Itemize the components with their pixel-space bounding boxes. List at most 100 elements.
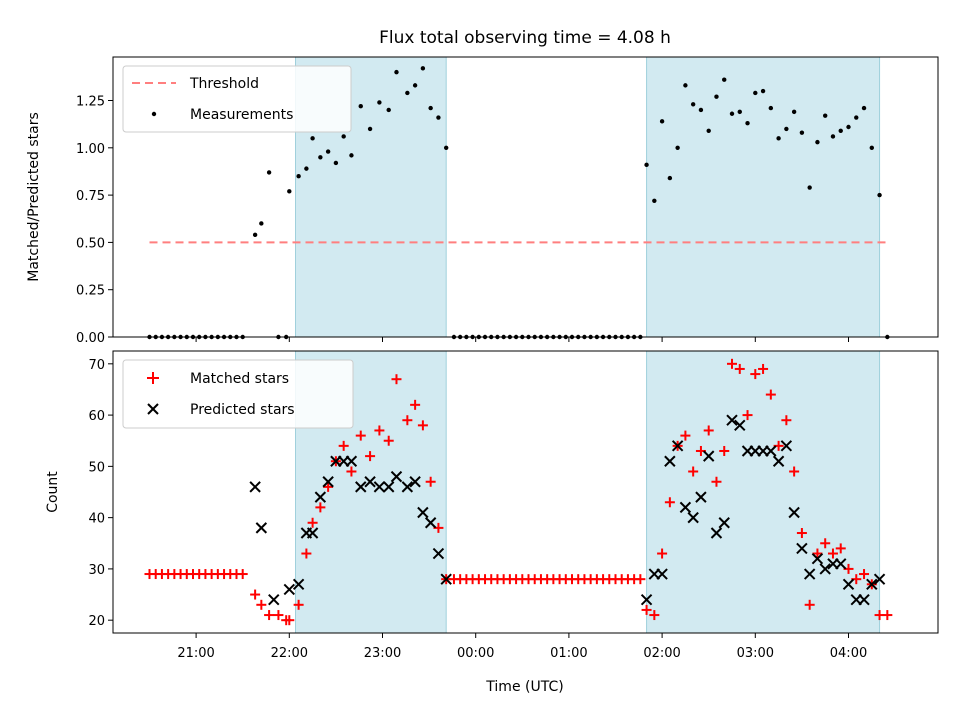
bottom-axes-frame [112, 350, 939, 634]
measurement-point [325, 149, 331, 154]
matched-star-point [719, 445, 730, 456]
matched-star-point [417, 420, 428, 431]
predicted-star-point [373, 481, 386, 493]
matched-star-point [742, 410, 753, 421]
matched-star-point [301, 548, 312, 559]
matched-star-point [664, 497, 675, 508]
measurement-point [768, 105, 774, 111]
measurement-point [358, 103, 363, 109]
bottom-x-ticks: 21:00 22:00 23:00 00:00 01:00 02:00 03:00 04:00 [177, 633, 867, 661]
series-measurements [147, 66, 890, 340]
matched-star-point [383, 435, 394, 446]
predicted-star-point [640, 593, 653, 606]
matched-star-point [727, 358, 737, 369]
y-tick-label: 0.50 [76, 236, 105, 251]
measurement-point [644, 162, 649, 168]
predicted-star-point [873, 573, 886, 585]
top-y-ticks: 0.00 0.25 0.50 0.75 1.00 1.25 [76, 95, 113, 346]
measurement-point [287, 189, 292, 194]
matched-star-point [256, 599, 267, 610]
predicted-star-point [417, 506, 429, 519]
matched-star-point [812, 548, 823, 559]
predicted-star-point [796, 542, 808, 555]
bottom-legend: Matched stars Predicted stars [122, 359, 354, 429]
measurement-point [349, 153, 354, 158]
bottom-legend-box [122, 359, 354, 429]
x-tick-label: 21:00 [177, 646, 214, 661]
top-y-axis-label: Matched/Predicted stars [26, 112, 42, 282]
measurement-point [659, 119, 665, 124]
measurement-point [420, 66, 426, 71]
matched-star-point [410, 399, 421, 410]
predicted-star-point [819, 563, 831, 575]
legend-measurements-label: Measurements [190, 107, 293, 123]
matched-star-point [374, 425, 385, 436]
measurement-point [667, 175, 673, 181]
predicted-star-point [322, 476, 334, 488]
predicted-star-point [283, 583, 296, 596]
x-tick-label: 03:00 [737, 646, 774, 661]
predicted-star-point [383, 481, 395, 493]
matched-star-point [323, 481, 334, 492]
measurement-point [823, 113, 828, 118]
measurement-point [428, 105, 433, 111]
measurement-point [714, 94, 719, 99]
measurement-points [147, 66, 890, 340]
y-tick-label: 0.75 [76, 189, 105, 204]
predicted-star-point [702, 450, 715, 462]
legend-predicted-label: Predicted stars [190, 402, 295, 418]
predicted-star-point [679, 501, 692, 514]
bottom-y-axis-label: Count [45, 471, 61, 513]
measurement-point [861, 105, 867, 111]
x-tick-label: 02:00 [643, 646, 680, 661]
predicted-star-point [409, 476, 421, 488]
predicted-star-point [390, 470, 403, 483]
predicted-star-point [432, 547, 445, 560]
measurement-point [259, 221, 264, 226]
matched-star-point [365, 451, 376, 462]
predicted-star-point [440, 573, 452, 585]
top-shaded-regions [295, 56, 881, 338]
predicted-star-point [355, 481, 367, 493]
top-x-ticks [195, 337, 849, 342]
matched-star-point [711, 476, 722, 487]
measurement-point [791, 109, 797, 115]
predicted-star-point [842, 578, 855, 590]
measurement-point [405, 90, 410, 96]
matched-star-point [835, 543, 846, 554]
matched-star-point [641, 604, 652, 615]
matched-star-point [338, 440, 349, 451]
x-tick-label: 23:00 [364, 646, 401, 661]
measurement-point [443, 145, 449, 151]
measurement-point [698, 107, 704, 113]
y-tick-label: 50 [88, 460, 105, 475]
predicted-star-point [765, 445, 777, 457]
measurement-point [877, 192, 882, 198]
measurement-point [753, 90, 758, 96]
measurement-point [333, 160, 339, 166]
measurement-point [296, 173, 301, 179]
predicted-star-point [734, 419, 746, 432]
measurement-point [776, 136, 781, 141]
matched-star-point [781, 415, 792, 426]
predicted-star-point [255, 522, 268, 534]
predicted-star-point [726, 414, 738, 426]
predicted-star-point [687, 511, 699, 524]
y-tick-label: 60 [88, 409, 105, 424]
predicted-star-point [306, 527, 319, 539]
predicted-star-point [835, 558, 847, 570]
matched-star-point [688, 466, 699, 477]
matched-star-point [355, 430, 366, 441]
top-panel: 0.00 0.25 0.50 0.75 1.00 1.25 Matched/Predict… [26, 56, 939, 346]
measurement-point [266, 170, 272, 175]
measurement-point [386, 107, 391, 113]
measurement-point [252, 232, 258, 238]
predicted-star-point [866, 578, 878, 590]
measurement-point [854, 115, 859, 120]
top-axes-frame [112, 56, 939, 338]
measurement-point [838, 128, 843, 133]
predicted-star-point [858, 593, 870, 606]
measurement-point [830, 134, 836, 139]
matched-star-point [789, 466, 800, 477]
